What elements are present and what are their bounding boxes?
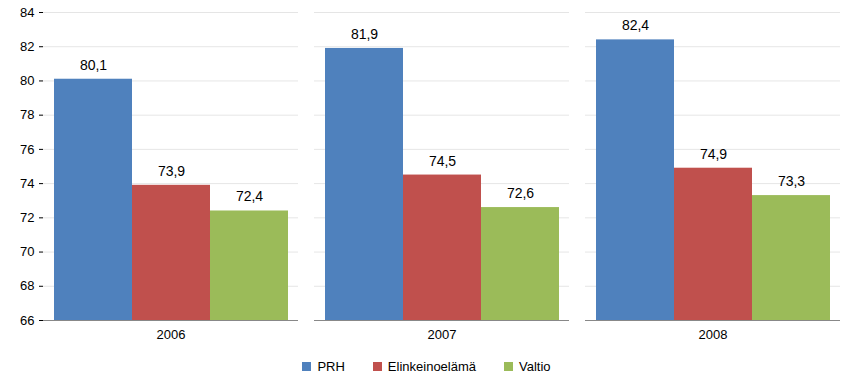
- svg-text:80,1: 80,1: [80, 57, 107, 73]
- html-text:PRH: PRH: [317, 358, 345, 374]
- svg-text:74,9: 74,9: [700, 146, 727, 162]
- svg-text:81,9: 81,9: [351, 26, 378, 42]
- svg-text:2008: 2008: [699, 327, 728, 342]
- svg-text:2007: 2007: [428, 327, 457, 342]
- svg-text:72,6: 72,6: [507, 185, 534, 201]
- svg-text:82: 82: [20, 39, 34, 54]
- svg-text:82,4: 82,4: [622, 17, 649, 33]
- svg-text:72: 72: [20, 210, 34, 225]
- svg-text:70: 70: [20, 244, 34, 259]
- svg-text:76: 76: [20, 142, 34, 157]
- svg-text:78: 78: [20, 107, 34, 122]
- html-text:Elinkeinoelämä: Elinkeinoelämä: [387, 358, 476, 374]
- svg-text:84: 84: [20, 5, 34, 20]
- svg-text:74,5: 74,5: [429, 153, 456, 169]
- svg-text:73,3: 73,3: [778, 173, 805, 189]
- svg-text:80: 80: [20, 73, 34, 88]
- svg-text:73,9: 73,9: [158, 163, 185, 179]
- svg-text:74: 74: [20, 176, 34, 191]
- svg-text:66: 66: [20, 313, 34, 328]
- svg-text:72,4: 72,4: [236, 188, 263, 204]
- svg-text:2006: 2006: [157, 327, 186, 342]
- svg-text:68: 68: [20, 278, 34, 293]
- html-text:Valtio: Valtio: [519, 358, 551, 374]
